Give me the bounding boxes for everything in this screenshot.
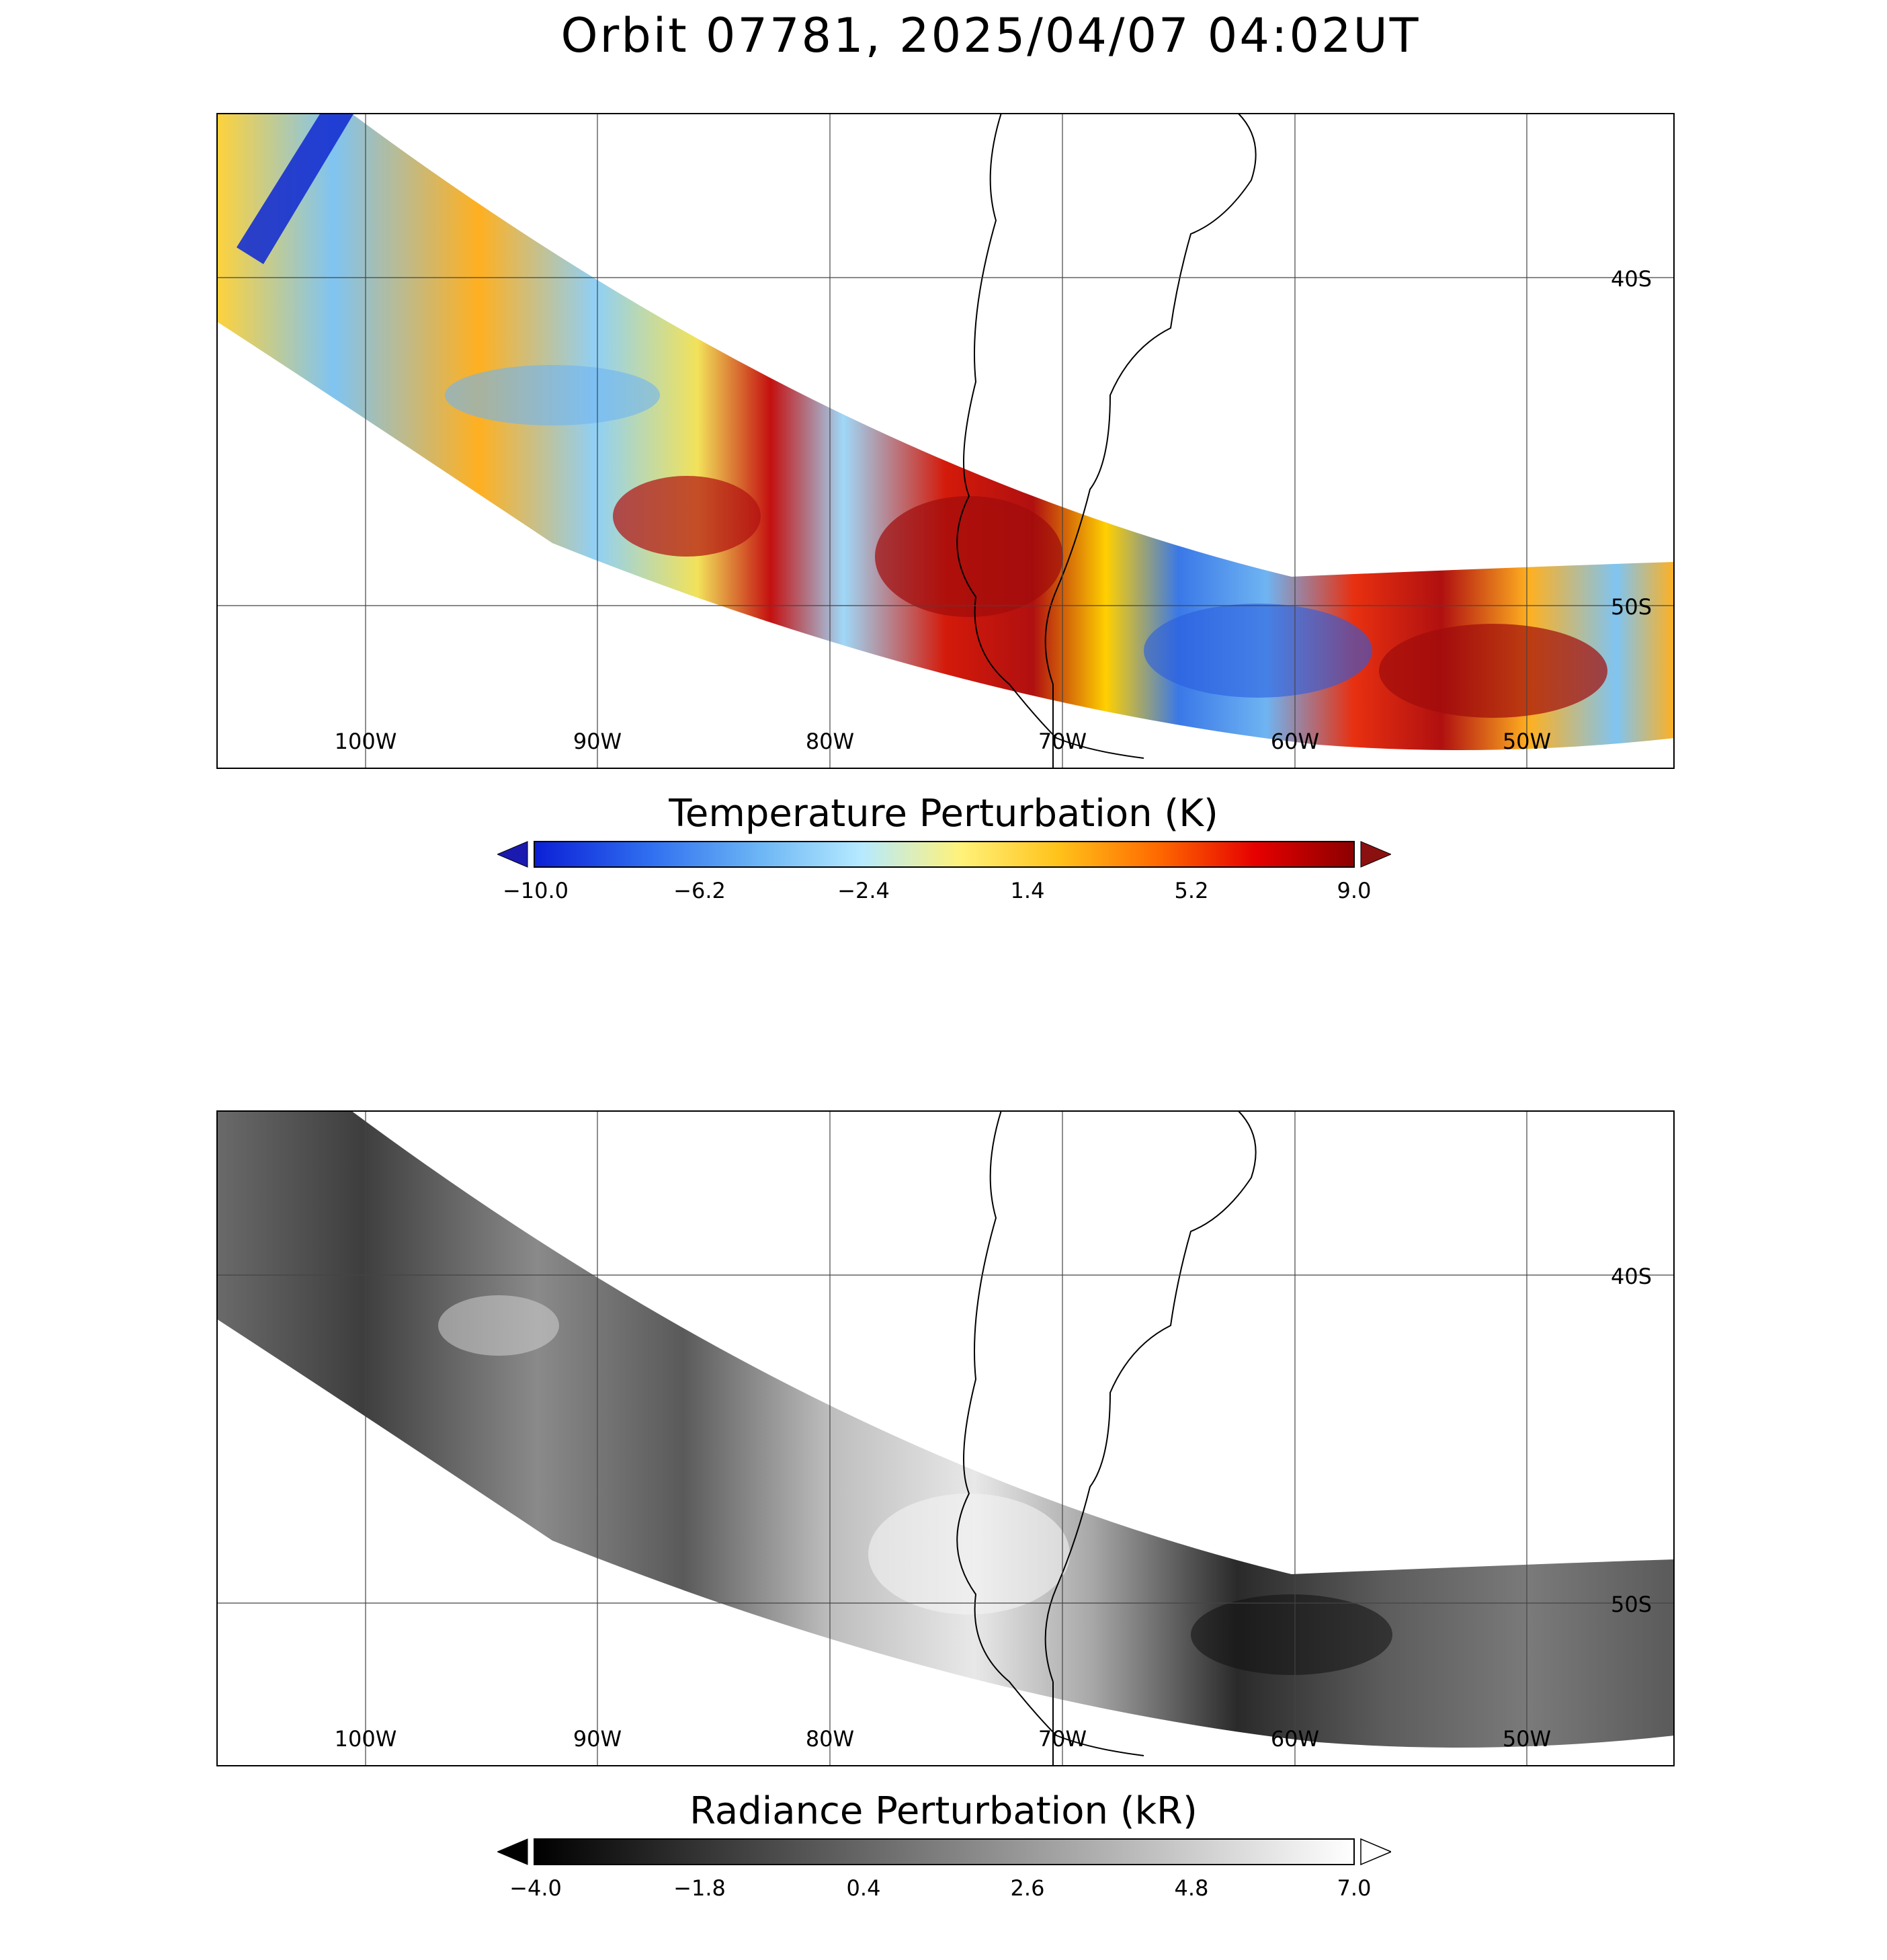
colorbar-tick: 9.0 [1337,878,1372,903]
colorbar-tick: 0.4 [846,1875,881,1901]
colorbar-tick: −1.8 [673,1875,726,1901]
lon-label: 80W [806,1726,854,1752]
coastline [956,1110,1257,1766]
colorbar-tick: −6.2 [673,878,726,903]
lon-label: 50W [1503,729,1551,754]
temperature-edge-stripe [237,113,354,264]
plot-title: Orbit 07781, 2025/04/07 04:02UT [560,8,1421,63]
colorbar-min-arrow [496,1838,528,1865]
temperature-colorbar-ticks: −10.0 −6.2 −2.4 1.4 5.2 9.0 [0,878,1887,905]
lon-label: 70W [1038,1726,1087,1752]
lon-label: 90W [573,1726,622,1752]
lat-label: 40S [1611,266,1652,292]
lon-label: 90W [573,729,622,754]
colorbar-tick: −10.0 [502,878,569,903]
lon-label: 60W [1271,729,1319,754]
colorbar-gradient [534,841,1355,868]
radiance-colorbar-title: Radiance Perturbation (kR) [689,1789,1198,1833]
lon-label: 60W [1271,1726,1319,1752]
cool-anomaly [445,365,660,425]
temperature-colorbar [496,836,1392,876]
bright-feature [868,1494,1070,1615]
graticule [216,1110,1675,1766]
colorbar-gradient [534,1838,1355,1865]
dark-feature [1191,1594,1392,1675]
lon-label: 70W [1038,729,1087,754]
warm-anomaly [875,496,1063,617]
map-frame [216,113,1675,769]
lon-label: 100W [335,1726,397,1752]
cool-anomaly [1144,604,1372,698]
radiance-swath [216,1110,1675,1748]
temperature-map: 40S 50S 100W 90W 80W 70W 60W 50W [216,113,1675,769]
radiance-map: 40S 50S 100W 90W 80W 70W 60W 50W [216,1110,1675,1766]
lon-label: 80W [806,729,854,754]
colorbar-tick: 1.4 [1010,878,1045,903]
lat-label: 50S [1611,594,1652,620]
temperature-map-panel: 40S 50S 100W 90W 80W 70W 60W 50W [216,113,1675,769]
graticule [216,113,1675,769]
lat-label: 40S [1611,1264,1652,1289]
coastline [956,113,1257,769]
colorbar-tick: 7.0 [1337,1875,1372,1901]
radiance-colorbar-ticks: −4.0 −1.8 0.4 2.6 4.8 7.0 [0,1875,1887,1902]
temperature-colorbar-title: Temperature Perturbation (K) [669,792,1218,835]
colorbar-tick: 2.6 [1010,1875,1045,1901]
colorbar-min-arrow [496,841,528,868]
colorbar-tick: −2.4 [837,878,890,903]
lon-label: 50W [1503,1726,1551,1752]
radiance-map-panel: 40S 50S 100W 90W 80W 70W 60W 50W [216,1110,1675,1766]
colorbar-max-arrow [1360,841,1392,868]
colorbar-tick: 4.8 [1174,1875,1209,1901]
warm-anomaly [613,476,761,557]
map-frame [216,1110,1675,1766]
bright-feature [438,1295,559,1356]
colorbar-tick: −4.0 [509,1875,562,1901]
lat-label: 50S [1611,1592,1652,1617]
warm-anomaly [1379,624,1607,718]
colorbar-tick: 5.2 [1174,878,1209,903]
radiance-colorbar [496,1834,1392,1874]
temperature-swath [216,113,1675,750]
colorbar-max-arrow [1360,1838,1392,1866]
lon-label: 100W [335,729,397,754]
